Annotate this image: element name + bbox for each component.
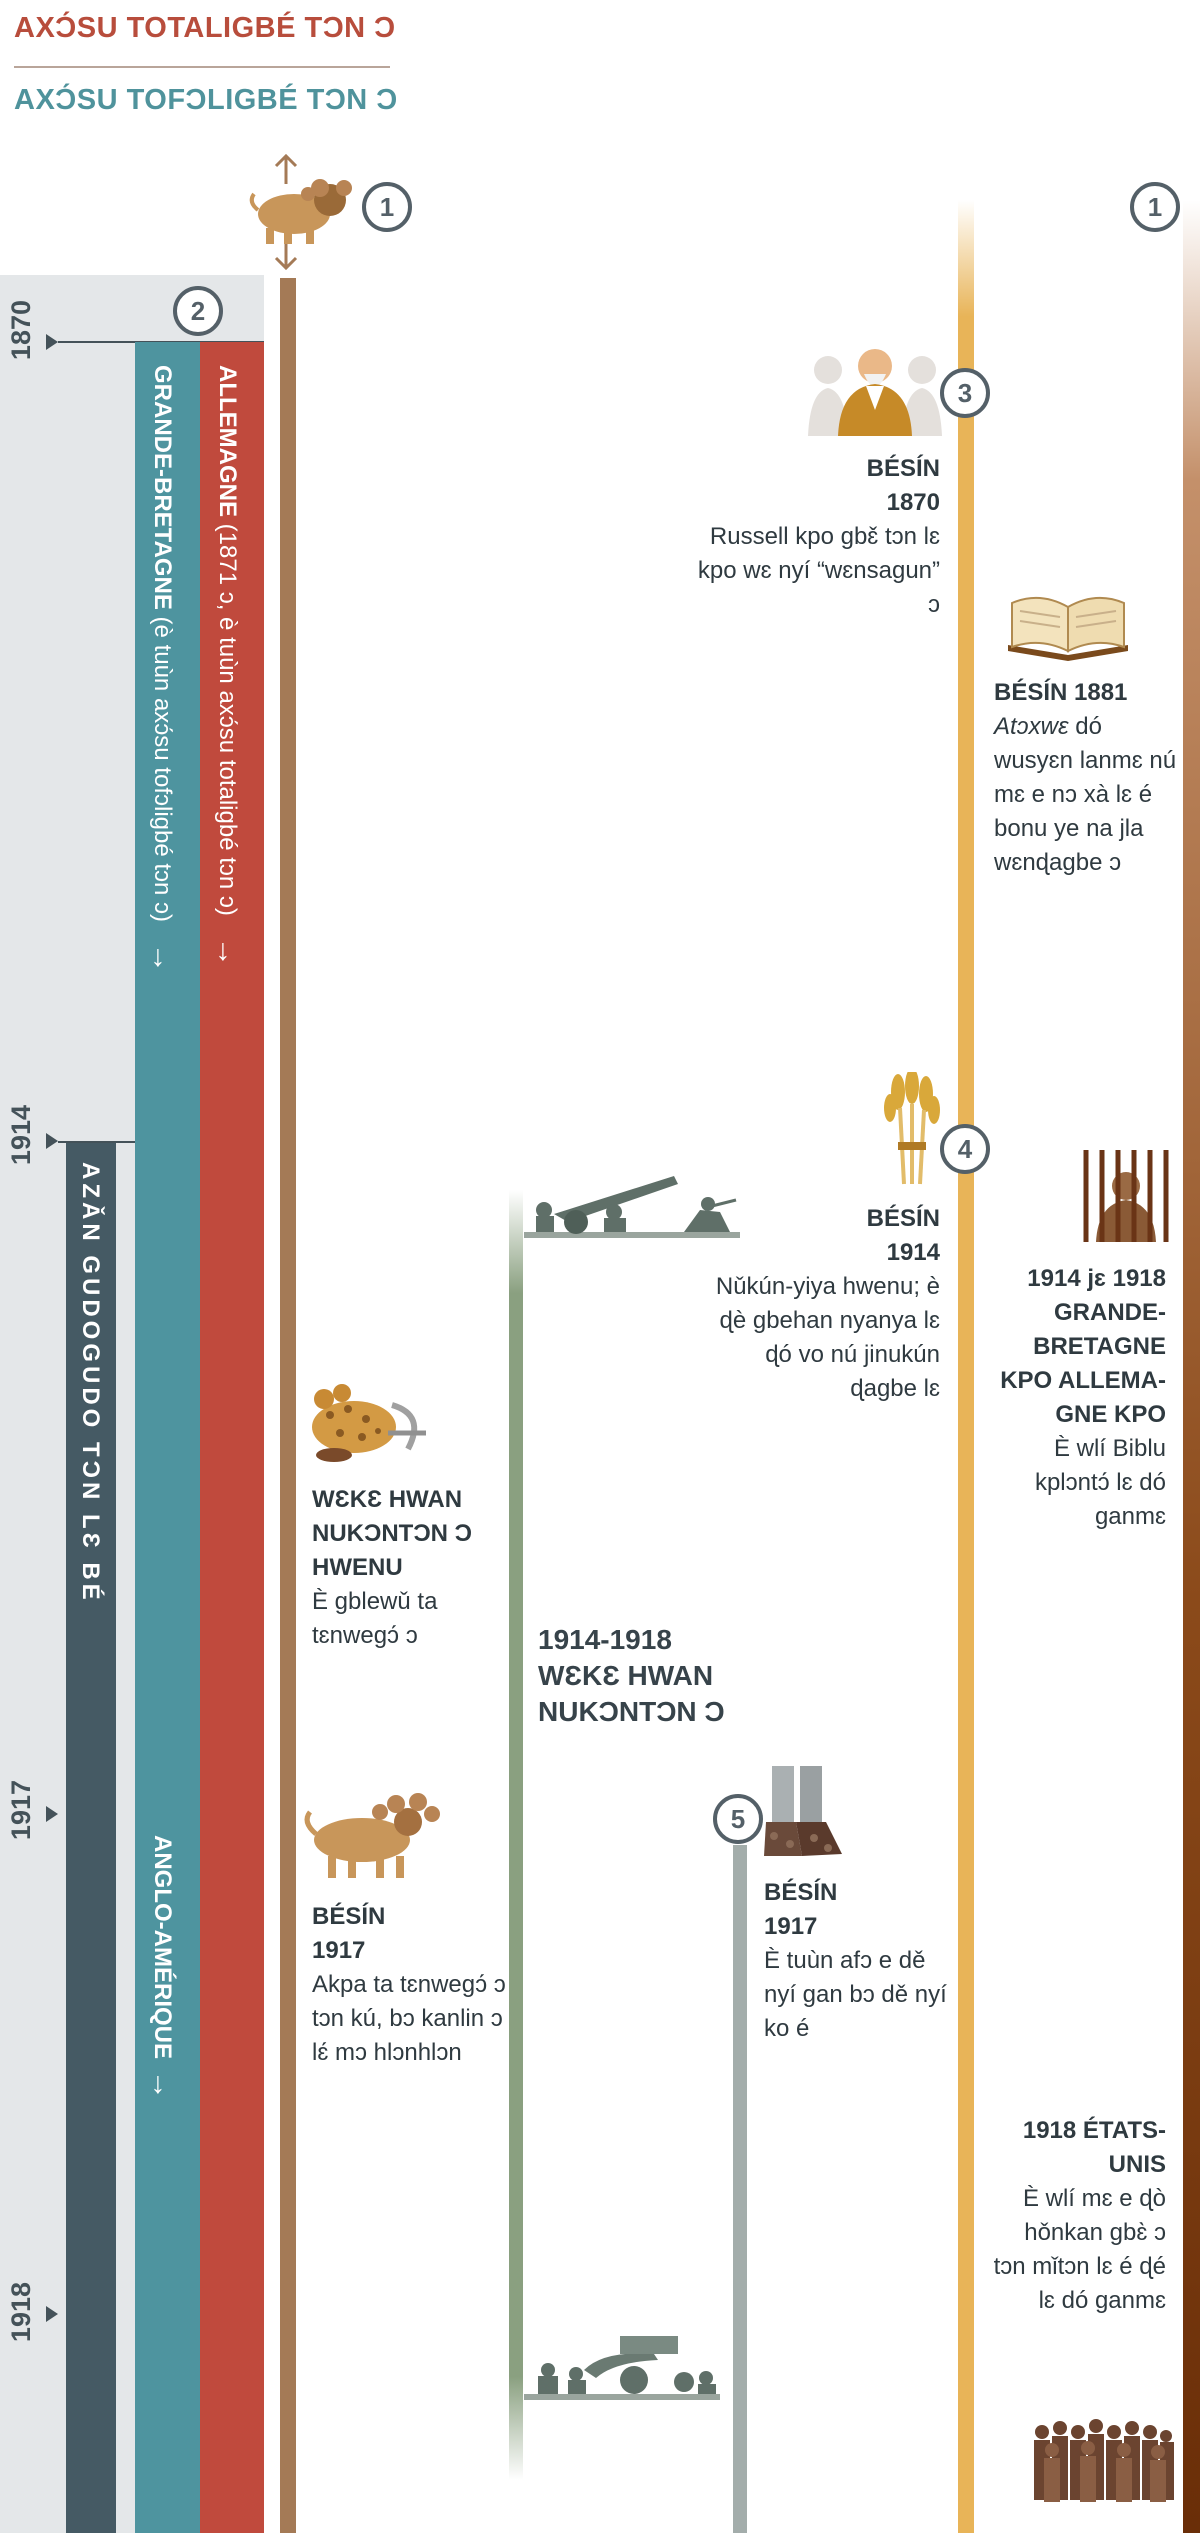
year-1914: 1914 [6, 1105, 36, 1166]
event-1914-1918-title: 1914 jɛ 1918 GRANDE-BRETAGNE KPO ALLEMA­… [1000, 1265, 1166, 1428]
allemagne-bar [200, 342, 264, 2533]
event-wwi-head-title: WƐKƐ HWAN NUKƆNTƆN Ɔ HWENU [312, 1486, 472, 1581]
event-1870: BÉSÍN 1870 Russell kpo gbɛ̌ tɔn lɛ kpo w… [690, 452, 940, 622]
year-1917: 1917 [6, 1780, 36, 1841]
year-tick-1918 [46, 2306, 72, 2322]
azan-gudogudo-bar [66, 1143, 116, 2533]
marker-3: 3 [940, 368, 990, 418]
artillery-bottom-icon [524, 2336, 720, 2400]
grande-bretagne-title: GRANDE-BRETAGNE [149, 365, 176, 610]
marker-5: 5 [713, 1794, 763, 1844]
event-1914-1918-text: È wlí Biblu kplɔntɔ́ lɛ dó ganmɛ [1034, 1435, 1166, 1530]
event-wwi-head: WƐKƐ HWAN NUKƆNTƆN Ɔ HWENU È gblewǔ ta t… [312, 1483, 502, 1653]
grande-bretagne-note: (è tuùn axɔ́su tofɔligbé tɔn ɔ) [149, 609, 176, 923]
year-1870: 1870 [6, 300, 36, 361]
header-title-tofoligbe: AXƆ́SU TOFƆLIGBÉ TƆN Ɔ [14, 84, 398, 116]
grande-bretagne-label: GRANDE-BRETAGNE (è tuùn axɔ́su tofɔligbé… [145, 365, 179, 973]
event-1918-title: 1918 ÉTATS-UNIS [1022, 2117, 1166, 2178]
event-1914: BÉSÍN 1914 Nǔkún-yiya hwenu; è ɖè gbe­ha… [700, 1202, 940, 1406]
event-1917-lion-title-2: 1917 [312, 1937, 366, 1964]
event-1914-title-1: BÉSÍN [866, 1205, 940, 1232]
feet-icon [764, 1766, 842, 1856]
event-1881-title: BÉSÍN 1881 [994, 679, 1128, 706]
event-1881-italic: Atɔxwɛ [994, 713, 1069, 740]
lion-icon [249, 153, 352, 271]
event-1917-lion-text: Akpa ta tɛnwegɔ́ ɔ tɔn kú, bɔ kanlin ɔ l… [312, 1971, 506, 2066]
wheat-icon [884, 1072, 940, 1185]
year-tick-1870 [46, 334, 72, 350]
marker-2: 2 [173, 286, 223, 336]
header-divider [14, 66, 390, 68]
gold-timeline [958, 200, 974, 2533]
grande-bretagne-arrow-icon: → [146, 942, 179, 973]
brown-timeline [1183, 200, 1200, 2533]
event-1914-text: Nǔkún-yiya hwenu; è ɖè gbe­han nyanya lɛ… [715, 1273, 940, 1402]
header-title-totalitarian: AXƆ́SU TOTALIGBÉ TƆN Ɔ [14, 12, 396, 44]
wwi-period-label: 1914-1918 WƐKƐ HWAN NUKƆNTƆN Ɔ [538, 1624, 725, 1727]
artillery-icon [524, 1176, 740, 1238]
event-1917-feet-title-1: BÉSÍN [764, 1879, 838, 1906]
russell-icon [808, 349, 942, 436]
anglo-amerique-label: ANGLO-AMÉRIQUE → [145, 1835, 179, 2100]
prison-icon [1083, 1150, 1169, 1242]
event-1918: 1918 ÉTATS-UNIS È wlí mɛ e ɖò hǒnkan gbɛ… [990, 2114, 1166, 2318]
year-tick-1917 [46, 1806, 72, 1822]
marker-4: 4 [940, 1124, 990, 1174]
wounded-lion-icon [312, 1384, 426, 1462]
war-timeline [509, 1190, 523, 2480]
event-1870-text: Russell kpo gbɛ̌ tɔn lɛ kpo wɛ nyí “wɛns… [697, 523, 940, 618]
event-1881: BÉSÍN 1881 Atɔxwɛ dó wusyɛn lanmɛ nú mɛ … [994, 676, 1184, 880]
marker-1-right: 1 [1130, 182, 1180, 232]
event-1914-1918: 1914 jɛ 1918 GRANDE-BRETAGNE KPO ALLEMA­… [990, 1262, 1166, 1534]
allemagne-title: ALLEMAGNE [214, 365, 241, 517]
event-1870-title-1: BÉSÍN [866, 455, 940, 482]
event-1870-title-2: 1870 [886, 489, 940, 516]
event-1917-feet-title-2: 1917 [764, 1913, 818, 1940]
event-1918-text: È wlí mɛ e ɖò hǒnkan gbɛ̀ ɔ tɔn mǐtɔn lɛ… [993, 2185, 1166, 2314]
bible-icon [1008, 596, 1128, 661]
prisoners-icon [1034, 2419, 1174, 2502]
event-1881-text: dó wusyɛn lanmɛ nú mɛ e nɔ xà lɛ é bonu … [994, 713, 1177, 876]
allemagne-label: ALLEMAGNE (1871 ɔ, è tuùn axɔ́su totalig… [210, 365, 244, 967]
azan-gudogudo-label: AZǍN GUDOGUDO TƆN LƐ BÉ [77, 1162, 104, 1604]
event-1914-title-2: 1914 [886, 1239, 940, 1266]
year-1918: 1918 [6, 2282, 36, 2343]
lion-1917-icon [304, 1793, 440, 1878]
anglo-arrow-icon: → [146, 2069, 179, 2100]
lion-timeline [280, 278, 296, 2533]
year-line-1914 [58, 1141, 136, 1143]
grande-bretagne-bar [135, 342, 200, 2533]
marker-1-left: 1 [362, 182, 412, 232]
event-1917-feet: BÉSÍN 1917 È tuùn afɔ e dě nyí gan bɔ dě… [764, 1876, 964, 2046]
feet-timeline [733, 1845, 747, 2533]
event-wwi-head-text: È gblewǔ ta tɛnwegɔ́ ɔ [312, 1588, 438, 1649]
year-tick-1914 [46, 1133, 72, 1149]
event-1917-feet-text: È tuùn afɔ e dě nyí gan bɔ dě nyí ko é [764, 1947, 947, 2042]
allemagne-note: (1871 ɔ, è tuùn axɔ́su totaligbé tɔn ɔ) [214, 517, 241, 916]
anglo-amerique-title: ANGLO-AMÉRIQUE [149, 1835, 176, 2059]
allemagne-arrow-icon: → [211, 936, 244, 967]
event-1917-lion-title-1: BÉSÍN [312, 1903, 386, 1930]
event-1917-lion: BÉSÍN 1917 Akpa ta tɛnwegɔ́ ɔ tɔn kú, bɔ… [312, 1900, 512, 2070]
